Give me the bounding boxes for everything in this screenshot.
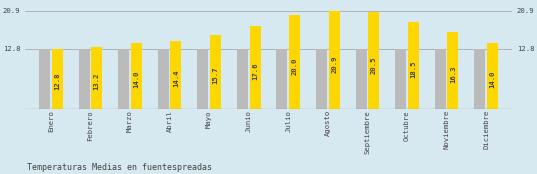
Bar: [355, 49, 367, 109]
Bar: [91, 47, 103, 109]
Bar: [395, 49, 406, 109]
Bar: [170, 41, 182, 109]
Text: 17.6: 17.6: [252, 63, 258, 80]
Bar: [250, 26, 260, 109]
Bar: [237, 49, 248, 109]
Text: 14.4: 14.4: [173, 70, 179, 87]
Text: 14.0: 14.0: [489, 70, 496, 88]
Text: 12.8: 12.8: [54, 73, 60, 90]
Bar: [52, 49, 63, 109]
Bar: [316, 49, 327, 109]
Bar: [158, 49, 169, 109]
Bar: [78, 49, 90, 109]
Text: 16.3: 16.3: [450, 66, 456, 83]
Bar: [39, 49, 50, 109]
Text: 20.5: 20.5: [371, 57, 377, 74]
Bar: [329, 11, 340, 109]
Bar: [408, 22, 419, 109]
Bar: [289, 15, 300, 109]
Text: 20.9: 20.9: [331, 56, 337, 73]
Text: 14.0: 14.0: [133, 70, 139, 88]
Bar: [487, 43, 498, 109]
Bar: [197, 49, 208, 109]
Text: 18.5: 18.5: [410, 61, 416, 78]
Bar: [434, 49, 446, 109]
Bar: [210, 35, 221, 109]
Bar: [118, 49, 129, 109]
Bar: [474, 49, 485, 109]
Text: Temperaturas Medias en fuentespreadas: Temperaturas Medias en fuentespreadas: [27, 163, 212, 172]
Bar: [447, 32, 459, 109]
Bar: [368, 13, 379, 109]
Text: 20.0: 20.0: [292, 58, 297, 75]
Text: 15.7: 15.7: [213, 67, 219, 84]
Text: 13.2: 13.2: [94, 72, 100, 90]
Bar: [131, 43, 142, 109]
Bar: [277, 49, 287, 109]
